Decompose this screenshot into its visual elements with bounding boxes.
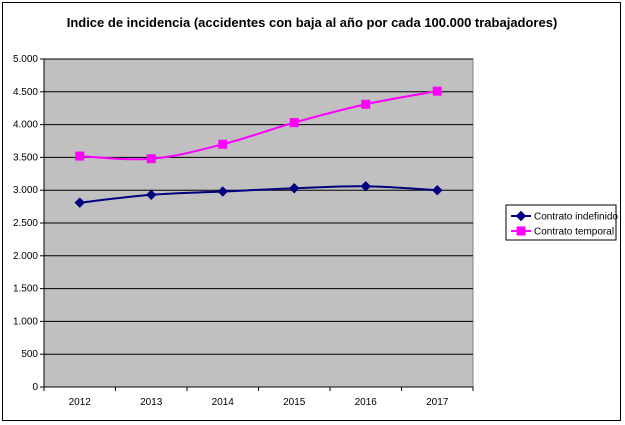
x-tick-label: 2015 <box>283 397 306 408</box>
data-point <box>360 181 371 192</box>
y-tick-label: 0 <box>32 382 38 393</box>
data-point <box>432 86 442 96</box>
y-tick-label: 2.500 <box>13 218 38 229</box>
chart-title: Indice de incidencia (accidentes con baj… <box>67 15 558 30</box>
data-point <box>289 183 300 194</box>
legend-item: Contrato temporal <box>511 226 614 238</box>
data-point <box>146 154 156 164</box>
series-line <box>79 185 438 204</box>
y-tick-label: 4.000 <box>13 120 38 131</box>
y-tick-label: 1.500 <box>13 284 38 295</box>
data-point <box>75 151 85 161</box>
data-point <box>74 197 85 208</box>
data-point <box>361 99 371 109</box>
data-point <box>218 139 228 149</box>
legend-label: Contrato temporal <box>534 227 614 238</box>
x-tick-label: 2012 <box>69 397 92 408</box>
x-tick-label: 2013 <box>140 397 163 408</box>
data-point <box>217 186 228 197</box>
series-layer <box>74 86 443 208</box>
legend-marker <box>515 210 527 222</box>
y-tick-label: 3.000 <box>13 185 38 196</box>
y-tick-label: 2.000 <box>13 251 38 262</box>
x-tick-label: 2016 <box>355 397 378 408</box>
series-line <box>79 90 438 161</box>
y-tick-label: 4.500 <box>13 87 38 98</box>
y-tick-label: 3.500 <box>13 152 38 163</box>
y-tick-label: 500 <box>21 349 38 360</box>
legend-item: Contrato indefinido <box>511 210 618 223</box>
legend-marker <box>516 226 526 236</box>
data-point <box>289 118 299 128</box>
legend-label: Contrato indefinido <box>534 212 618 223</box>
x-tick-label: 2017 <box>426 397 449 408</box>
legend: Contrato indefinido Contrato temporal <box>505 204 618 241</box>
data-point <box>432 184 443 196</box>
grid-lines <box>44 58 473 355</box>
y-tick-label: 5.000 <box>13 54 38 65</box>
series-1 <box>75 86 442 164</box>
axes: 0 500 1.000 1.500 2.000 2.500 3.000 3.500 4.000 4… <box>13 54 474 408</box>
y-tick-label: 1.000 <box>13 316 38 327</box>
x-tick-label: 2014 <box>212 397 235 408</box>
series-0 <box>74 181 443 208</box>
data-point <box>146 189 157 200</box>
